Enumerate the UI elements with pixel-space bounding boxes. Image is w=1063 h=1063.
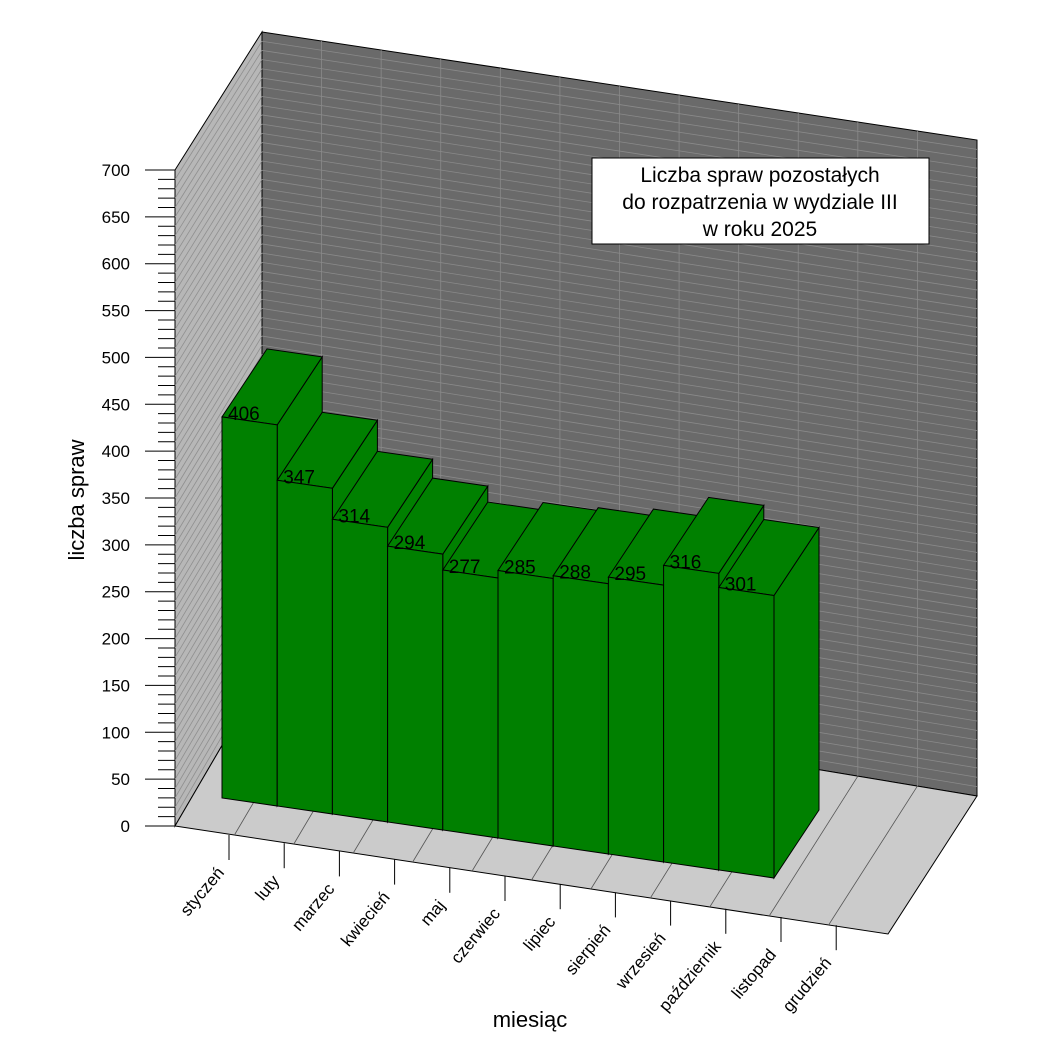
y-tick-label: 400 [102, 442, 130, 461]
side-grid-line [174, 252, 263, 396]
y-tick-label: 650 [102, 208, 130, 227]
chart-title-box: Liczba spraw pozostałych do rozpatrzenia… [591, 157, 930, 245]
side-grid-line [174, 197, 263, 339]
x-axis-title: miesiąc [493, 1007, 568, 1032]
side-grid-line [174, 243, 263, 386]
x-tick-label: listopad [728, 945, 780, 1002]
data-label: 285 [504, 557, 536, 578]
side-grid-line [174, 308, 263, 452]
bar-front [497, 569, 554, 847]
side-grid-line [174, 41, 263, 180]
side-grid-line [174, 87, 263, 227]
side-grid-line [174, 280, 263, 424]
title-background [591, 157, 930, 245]
y-tick-label: 450 [102, 395, 130, 414]
data-label: 347 [283, 467, 315, 488]
y-tick-label: 200 [102, 630, 130, 649]
side-grid-line [174, 335, 263, 480]
back-wall-grid [174, 40, 978, 926]
side-grid-line [174, 96, 263, 236]
y-tick-label: 350 [102, 489, 130, 508]
bar-front [276, 479, 333, 815]
bar-front [387, 545, 444, 831]
y-tick-label: 500 [102, 348, 130, 367]
x-tick-label: wrzesień [611, 929, 669, 993]
y-tick-label: 550 [102, 302, 130, 321]
y-tick-label: 150 [102, 676, 130, 695]
bar-front [718, 586, 775, 879]
bar-front [442, 569, 499, 839]
y-tick-label: 0 [121, 817, 130, 836]
y-tick-label: 700 [102, 161, 130, 180]
side-grid-line [174, 77, 263, 218]
side-grid-line [174, 345, 263, 489]
x-tick-label: grudzień [779, 954, 835, 1016]
y-tick-label: 50 [111, 770, 130, 789]
side-grid-line [174, 68, 263, 208]
chart-title-line-2: do rozpatrzenia w wydziale III [622, 191, 897, 214]
data-label: 406 [228, 404, 260, 425]
floor-grid-line [828, 785, 918, 926]
bar-front [663, 564, 720, 871]
x-tick-label: marzec [288, 879, 339, 934]
side-grid-line [174, 105, 263, 246]
y-axis-title: liczba spraw [64, 439, 89, 560]
side-grid-line [174, 142, 263, 283]
y-tick-label: 600 [102, 255, 130, 274]
side-grid-line [174, 317, 263, 461]
side-grid-line [174, 206, 263, 349]
data-label: 301 [725, 574, 757, 595]
data-label: 314 [338, 506, 370, 527]
y-tick-label: 300 [102, 536, 130, 555]
x-tick-label: lipiec [520, 912, 560, 954]
side-grid-line [174, 59, 263, 199]
side-grid-line [174, 225, 263, 368]
bar-front [331, 518, 389, 823]
data-label: 277 [449, 557, 481, 578]
side-grid-line [174, 151, 263, 293]
side-grid-line [174, 299, 263, 442]
x-tick-label: czerwiec [447, 904, 504, 967]
side-grid-line [174, 188, 263, 330]
side-grid-line [174, 179, 263, 321]
side-grid-line [174, 262, 263, 405]
bar [717, 518, 820, 880]
side-grid-line [174, 123, 263, 264]
side-grid-line [174, 234, 263, 377]
side-grid-line [174, 114, 263, 255]
y-tick-label: 100 [102, 723, 130, 742]
data-label: 288 [559, 563, 591, 584]
data-label: 295 [614, 564, 646, 585]
x-tick-label: październik [655, 937, 725, 1015]
chart-title-line-1: Liczba spraw pozostałych [640, 164, 879, 187]
data-labels: 406 347 314 294 277 285 288 295 316 301 [228, 404, 757, 596]
floor-grid-line [768, 775, 859, 917]
data-label: 316 [670, 552, 702, 573]
side-grid-line [174, 289, 263, 433]
y-axis: 0 50 100 150 200 250 300 350 400 450 500 550 600 650 7… [102, 161, 175, 836]
side-grid-line [174, 216, 263, 358]
side-grid-line [174, 170, 263, 311]
x-tick-label: luty [252, 871, 284, 904]
side-grid-line [174, 160, 263, 302]
chart-title-line-3: w roku 2025 [702, 218, 817, 241]
side-grid-line [174, 271, 263, 414]
x-tick-label: maj [417, 896, 449, 929]
side-grid-line [174, 50, 263, 189]
x-tick-label: kwiecień [337, 888, 393, 950]
data-label: 294 [394, 533, 426, 554]
bar-front [221, 416, 278, 807]
bar-front [607, 576, 665, 863]
y-tick-label: 250 [102, 583, 130, 602]
side-grid-line [174, 133, 263, 274]
side-grid-line [174, 326, 263, 471]
bars [221, 348, 820, 880]
x-tick-label: styczeń [176, 863, 228, 919]
x-tick-label: sierpień [562, 921, 615, 979]
bar-front [552, 575, 609, 855]
